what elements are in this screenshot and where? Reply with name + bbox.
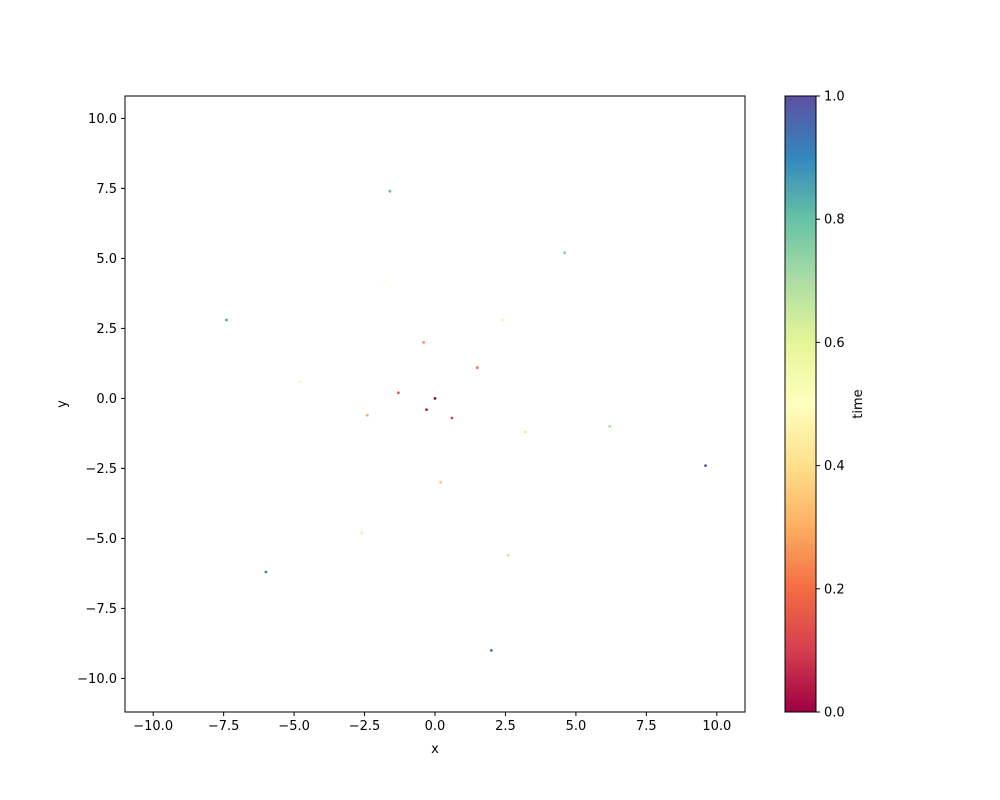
- y-tick-label: 10.0: [88, 112, 117, 127]
- y-tick-label: −10.0: [77, 672, 117, 687]
- scatter-point: [396, 391, 400, 395]
- scatter-point: [264, 570, 268, 574]
- colorbar-tick-label: 0.2: [824, 582, 845, 597]
- scatter-point: [475, 366, 479, 369]
- scatter-point: [501, 318, 505, 322]
- colorbar: [784, 95, 817, 713]
- x-tick-label: 10.0: [702, 719, 731, 734]
- y-tick-label: 5.0: [96, 252, 117, 267]
- x-axis-label: x: [431, 742, 439, 757]
- scatter-point: [365, 413, 369, 417]
- y-tick-label: −2.5: [85, 462, 117, 477]
- scatter-point: [422, 341, 426, 344]
- scatter-point: [388, 189, 392, 193]
- x-tick-label: 5.0: [566, 719, 587, 734]
- colorbar-tick-label: 0.0: [824, 706, 845, 721]
- y-tick-label: −5.0: [85, 532, 117, 547]
- scatter-point: [506, 553, 510, 557]
- scatter-point: [360, 531, 364, 535]
- x-tick-label: 0.0: [425, 719, 446, 734]
- colorbar-tick-label: 0.6: [824, 336, 845, 351]
- colorbar-ticks: 0.0 0.2 0.4 0.6 0.8 1.0: [816, 90, 845, 721]
- y-tick-label: −7.5: [85, 602, 117, 617]
- colorbar-tick-label: 1.0: [824, 90, 845, 105]
- scatter-point: [563, 251, 567, 255]
- scatter-point: [450, 416, 454, 420]
- y-tick-label: 7.5: [96, 182, 117, 197]
- x-tick-label: −7.5: [208, 719, 240, 734]
- scatter-point: [608, 425, 612, 428]
- x-tick-label: −5.0: [278, 719, 310, 734]
- x-tick-label: 2.5: [495, 719, 516, 734]
- y-axis-label: y: [55, 400, 70, 408]
- scatter-point: [704, 464, 707, 467]
- colorbar-tick-label: 0.8: [824, 213, 845, 228]
- scatter-point: [523, 430, 527, 434]
- y-tick-label: 0.0: [96, 392, 117, 407]
- scatter-point: [433, 397, 437, 400]
- colorbar-tick-label: 0.4: [824, 459, 845, 474]
- scatter-point: [298, 380, 302, 383]
- scatter-points: [225, 189, 707, 652]
- scatter-point: [489, 649, 493, 652]
- y-tick-label: 2.5: [96, 322, 117, 337]
- y-axis-ticks: −10.0 −7.5 −5.0 −2.5 0.0 2.5 5.0 7.5 10.0: [77, 112, 125, 687]
- colorbar-label: time: [851, 389, 866, 418]
- scatter-point: [439, 481, 443, 484]
- x-tick-label: 7.5: [636, 719, 657, 734]
- x-axis-ticks: −10.0 −7.5 −5.0 −2.5 0.0 2.5 5.0 7.5 10.0: [133, 712, 731, 734]
- x-tick-label: −2.5: [349, 719, 381, 734]
- scatter-point: [225, 318, 228, 322]
- scatter-point: [382, 279, 386, 283]
- scatter-point: [425, 408, 428, 411]
- x-tick-label: −10.0: [133, 719, 173, 734]
